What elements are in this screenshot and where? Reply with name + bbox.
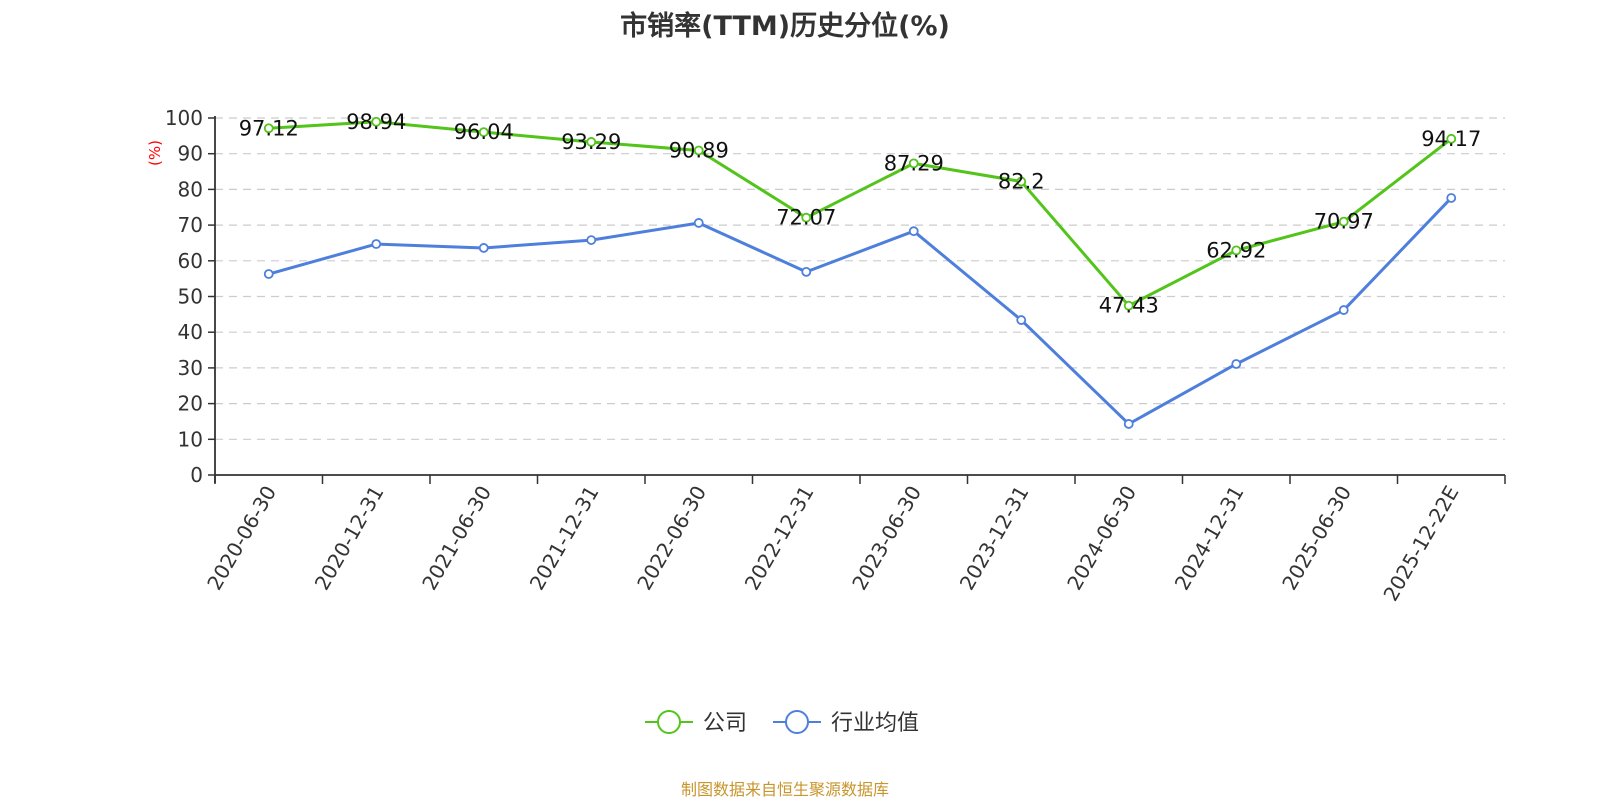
y-tick-label: 0 [190, 463, 203, 487]
x-tick-label: 2021-12-31 [525, 482, 604, 595]
y-tick-label: 40 [178, 320, 203, 344]
data-point[interactable] [908, 158, 919, 169]
data-point[interactable] [801, 266, 812, 277]
x-tick-label: 2023-12-31 [955, 482, 1034, 595]
data-point[interactable] [478, 243, 489, 253]
data-point[interactable] [263, 123, 274, 134]
data-label: 97.12 [239, 116, 299, 140]
legend-item-1[interactable]: 行业均值 [773, 710, 919, 736]
legend[interactable]: 公司 行业均值 [645, 710, 919, 736]
data-point[interactable] [1231, 359, 1242, 369]
data-point[interactable] [1123, 419, 1134, 429]
legend-label: 公司 [703, 711, 747, 736]
y-tick-label: 70 [178, 213, 203, 237]
legend-label: 行业均值 [831, 711, 919, 736]
data-point[interactable] [586, 137, 597, 147]
data-point[interactable] [1446, 193, 1457, 203]
data-label: 82.2 [998, 170, 1045, 194]
x-axis: 2020-06-30 2020-12-31 2021-06-30 2021-12-31… [202, 474, 1506, 606]
y-tick-label: 80 [178, 177, 203, 201]
x-tick-label: 2020-06-30 [202, 482, 281, 595]
grid-lines [215, 117, 1505, 440]
data-point[interactable] [478, 127, 489, 138]
data-point[interactable] [693, 145, 704, 156]
y-axis-unit: (%) [146, 140, 164, 166]
data-point[interactable] [263, 269, 274, 279]
y-tick-label: 20 [178, 392, 203, 416]
y-tick-label: 50 [178, 285, 203, 309]
data-point[interactable] [371, 116, 382, 127]
legend-circle-icon [785, 710, 809, 734]
data-label: 62.92 [1206, 238, 1266, 262]
data-labels: 97.12 98.94 96.04 93.29 90.89 72.07 87.29 82.2 4… [239, 110, 1482, 318]
chart-title: 市销率(TTM)历史分位(%) [620, 11, 950, 42]
data-label: 70.97 [1314, 210, 1374, 234]
source-footer: 制图数据来自恒生聚源数据库 [680, 780, 889, 799]
data-point[interactable] [1446, 133, 1457, 144]
data-label: 72.07 [776, 206, 836, 230]
y-tick-label: 60 [178, 249, 203, 273]
x-tick-label: 2024-06-30 [1062, 482, 1141, 595]
data-label: 96.04 [454, 120, 514, 144]
x-tick-label: 2023-06-30 [847, 482, 926, 595]
data-label: 98.94 [346, 110, 406, 134]
x-tick-label: 2025-06-30 [1277, 482, 1356, 595]
data-point[interactable] [1338, 216, 1349, 227]
x-tick-label: 2025-12-22E [1378, 482, 1463, 606]
y-axis: 0 10 20 30 40 50 60 70 80 90 100 [165, 106, 216, 487]
x-tick-label: 2022-06-30 [632, 482, 711, 595]
x-tick-label: 2022-12-31 [740, 482, 819, 595]
series-line-0 [268, 120, 1453, 308]
y-tick-label: 10 [178, 427, 203, 451]
data-point[interactable] [1016, 176, 1027, 187]
legend-circle-icon [657, 710, 681, 734]
legend-item-0[interactable]: 公司 [645, 710, 747, 736]
data-point[interactable] [1231, 245, 1242, 256]
series-group [263, 116, 1457, 429]
x-tick-label: 2021-06-30 [417, 482, 496, 595]
data-point[interactable] [908, 226, 919, 237]
data-label: 93.29 [561, 130, 621, 154]
data-label: 94.17 [1421, 127, 1481, 151]
data-point[interactable] [1338, 305, 1349, 315]
data-label: 90.89 [669, 139, 729, 163]
data-label: 47.43 [1099, 294, 1159, 318]
x-tick-label: 2024-12-31 [1170, 482, 1249, 595]
data-point[interactable] [371, 239, 382, 249]
x-tick-label: 2020-12-31 [310, 482, 389, 595]
y-tick-label: 30 [178, 356, 203, 380]
data-point[interactable] [801, 212, 812, 223]
data-point[interactable] [586, 235, 597, 245]
series-line-1 [268, 196, 1453, 426]
data-label: 87.29 [884, 151, 944, 175]
y-tick-label: 90 [178, 142, 203, 166]
y-tick-label: 100 [165, 106, 203, 130]
data-point[interactable] [1016, 315, 1027, 325]
data-point[interactable] [693, 218, 704, 228]
data-point[interactable] [1123, 300, 1134, 311]
